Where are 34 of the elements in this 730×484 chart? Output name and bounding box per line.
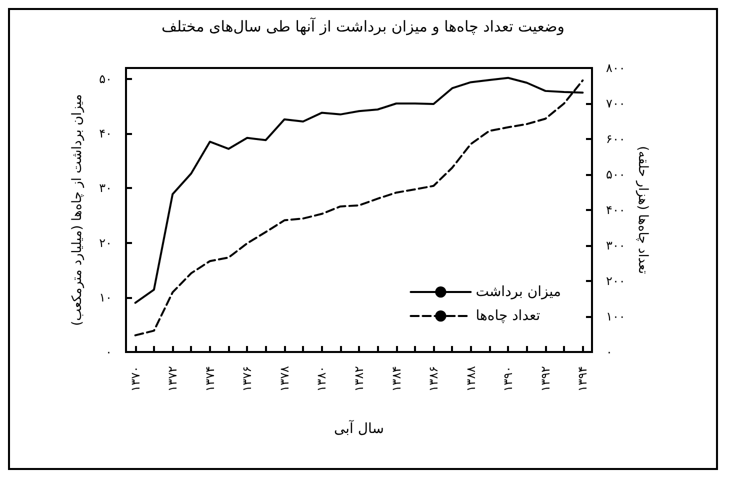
x-axis-title: سال آبی bbox=[334, 419, 384, 437]
y2-tick-label: ۶۰۰ bbox=[606, 132, 626, 146]
x-tick-label: ۱۳۸۸ bbox=[464, 365, 478, 392]
x-tick-label: ۱۳۷۶ bbox=[240, 366, 254, 392]
y2-tick-label: ۲۰۰ bbox=[606, 274, 626, 288]
y2-tick-label: ۱۰۰ bbox=[606, 310, 626, 324]
x-tick-label: ۱۳۷۰ bbox=[128, 366, 142, 392]
y2-tick-label: ۳۰۰ bbox=[606, 238, 626, 252]
legend-label: تعداد چاه‌ها bbox=[476, 308, 540, 324]
legend-label: میزان برداشت bbox=[476, 284, 562, 300]
y-tick-label: ۵۰ bbox=[99, 72, 112, 86]
y2-tick-label: ۵۰۰ bbox=[606, 168, 626, 182]
x-tick-label: ۱۳۹۴ bbox=[576, 366, 590, 392]
y-tick-label: ۲۰ bbox=[99, 236, 112, 250]
x-tick-label: ۱۳۷۴ bbox=[202, 366, 217, 392]
y2-tick-label: ۰ bbox=[606, 345, 612, 359]
x-tick-label: ۱۳۸۶ bbox=[426, 366, 441, 392]
y2-tick-label: ۸۰۰ bbox=[606, 61, 626, 75]
y-tick-label: ۱۰ bbox=[99, 290, 112, 304]
y2-tick-label: ۷۰۰ bbox=[606, 96, 626, 110]
x-tick-label: ۱۳۹۰ bbox=[501, 366, 516, 392]
x-tick-label: ۱۳۸۴ bbox=[389, 366, 404, 392]
y2-axis-title: تعداد چاه‌ها (هزار حلقه) bbox=[635, 146, 650, 274]
x-tick-label: ۱۳۹۲ bbox=[538, 366, 552, 392]
y-tick-label: ۰ bbox=[106, 345, 112, 359]
x-tick-label: ۱۳۸۲ bbox=[352, 366, 366, 392]
x-tick-label: ۱۳۷۸ bbox=[277, 365, 292, 392]
x-tick-label: ۱۳۷۲ bbox=[166, 366, 180, 392]
x-tick-label: ۱۳۸۰ bbox=[314, 366, 329, 392]
y-axis-title: میزان برداشت از چاه‌ها (میلیارد مترمکعب) bbox=[70, 94, 85, 326]
y-tick-label: ۳۰ bbox=[99, 181, 112, 196]
y-tick-label: ۴۰ bbox=[99, 126, 112, 141]
chart-title: وضعیت تعداد چاه‌ها و میزان برداشت از آنها طی سال‌های مختلف bbox=[161, 16, 565, 36]
y2-tick-label: ۴۰۰ bbox=[606, 203, 626, 217]
